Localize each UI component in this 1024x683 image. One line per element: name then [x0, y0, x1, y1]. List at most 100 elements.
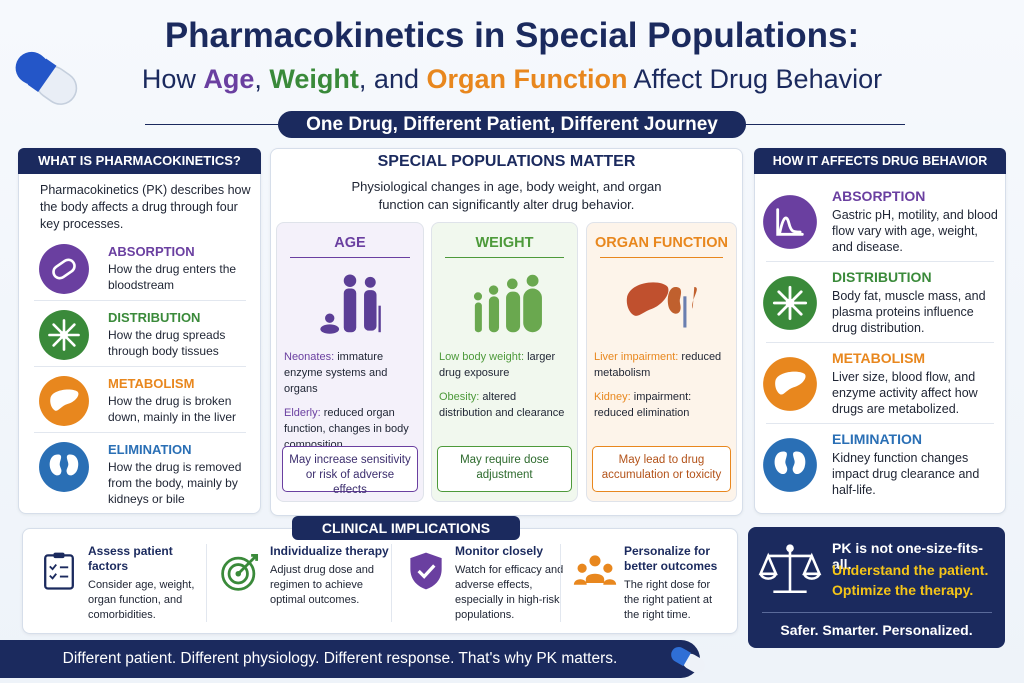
- item: DISTRIBUTION How the drug spreads through…: [108, 310, 250, 359]
- icon-shape: [325, 313, 335, 323]
- icon: [39, 376, 89, 426]
- icon-shape: [48, 319, 80, 351]
- icon-shape: [776, 208, 804, 236]
- icon: [39, 244, 89, 294]
- item-title: Personalize for better outcomes: [624, 544, 718, 573]
- separator: [766, 261, 994, 262]
- bullet: Liver impairment: reduced metabolism: [594, 349, 731, 381]
- icon-shape: [39, 442, 89, 492]
- icon-shape: [343, 288, 357, 333]
- icon-shape: [237, 553, 259, 575]
- item-desc: Gastric pH, motility, and blood flow var…: [832, 208, 998, 254]
- bullet-lead: Liver impairment:: [594, 351, 679, 363]
- bullet: Low body weight: larger drug exposure: [439, 349, 572, 381]
- icon: [44, 552, 74, 590]
- callout-rule: [762, 612, 992, 613]
- subtitle-part: Age: [203, 64, 255, 94]
- bullet-text: larger drug exposure: [439, 351, 556, 379]
- icon-shape: [758, 545, 822, 594]
- icon-shape: [763, 438, 817, 492]
- item-title: DISTRIBUTION: [832, 269, 932, 285]
- item-title: ELIMINATION: [832, 431, 922, 447]
- icon-shape: [417, 564, 436, 579]
- icon: [15, 51, 78, 105]
- item-desc: How the drug spreads through body tissue…: [108, 328, 226, 358]
- item-text: DISTRIBUTION Body fat, muscle mass, and p…: [832, 269, 998, 336]
- item: Personalize for better outcomes The right…: [624, 544, 724, 623]
- item-text: ABSORPTION How the drug enters the bloods…: [108, 244, 250, 293]
- item-text: ELIMINATION How the drug is removed from …: [108, 442, 250, 507]
- item-text: Personalize for better outcomes The right…: [624, 544, 724, 623]
- bullets: Neonates: immature enzyme systems and or…: [284, 349, 418, 461]
- icon-shape: [526, 274, 539, 287]
- icon: [39, 310, 89, 360]
- bullet-text: impairment: reduced elimination: [594, 391, 692, 419]
- column-rule: [445, 257, 564, 258]
- column-rule: [290, 257, 410, 258]
- icon-shape: [227, 563, 249, 585]
- item: METABOLISM How the drug is broken down, m…: [108, 376, 250, 425]
- icon: [763, 195, 817, 249]
- separator: [391, 544, 392, 622]
- icon: [758, 544, 822, 594]
- icon: [573, 555, 617, 585]
- icon-shape: [667, 286, 697, 314]
- item: Individualize therapy Adjust drug dose an…: [270, 544, 394, 608]
- item-desc: The right dose for the right patient at …: [624, 579, 713, 621]
- icon: [763, 438, 817, 492]
- item-desc: Liver size, blood flow, and enzyme activ…: [832, 370, 978, 416]
- item-title: METABOLISM: [108, 376, 195, 391]
- icon-shape: [585, 573, 605, 583]
- subtitle-part: Weight: [269, 64, 359, 94]
- item-text: METABOLISM Liver size, blood flow, and en…: [832, 350, 998, 417]
- icon-shape: [775, 371, 806, 395]
- icon-shape: [786, 544, 794, 553]
- item-desc: Adjust drug dose and regimen to achieve …: [270, 564, 374, 606]
- icon: [39, 442, 89, 492]
- callout-line: Optimize the therapy.: [832, 582, 974, 598]
- icon-shape: [772, 285, 808, 321]
- callout-footer: Safer. Smarter. Personalized.: [780, 622, 973, 638]
- icon-shape: [53, 552, 65, 559]
- subtitle-part: How: [141, 64, 204, 94]
- bullet-lead: Obesity:: [439, 391, 480, 403]
- subtitle: How Age, Weight, and Organ Function Affe…: [0, 64, 1024, 95]
- center-intro: Physiological changes in age, body weigh…: [351, 179, 662, 212]
- item: ELIMINATION Kidney function changes impac…: [832, 431, 998, 498]
- icon-shape: [473, 292, 483, 301]
- icon: [320, 274, 381, 334]
- icon: [221, 553, 259, 591]
- icon-shape: [27, 58, 57, 93]
- item: METABOLISM Liver size, blood flow, and en…: [832, 350, 998, 417]
- icon-shape: [678, 649, 692, 667]
- item-desc: How the drug is broken down, mainly in t…: [108, 394, 237, 424]
- icon: [473, 274, 542, 333]
- icon-shape: [626, 282, 669, 316]
- icon-shape: [589, 555, 601, 567]
- separator: [560, 544, 561, 622]
- item-text: Individualize therapy Adjust drug dose an…: [270, 544, 394, 608]
- item-desc: Kidney function changes impact drug clea…: [832, 451, 980, 497]
- item-text: ELIMINATION Kidney function changes impac…: [832, 431, 998, 498]
- callout-line: Understand the patient.: [832, 562, 989, 578]
- icon-shape: [59, 330, 69, 340]
- bullets: Liver impairment: reduced metabolism Kidn…: [594, 349, 731, 429]
- icon-shape: [682, 653, 705, 673]
- icon-shape: [15, 51, 78, 105]
- clinical-title: CLINICAL IMPLICATIONS: [292, 516, 520, 540]
- item-text: Assess patient factors Consider age, weig…: [88, 544, 212, 623]
- item-desc: How the drug is removed from the body, m…: [108, 460, 242, 506]
- icon: [671, 647, 705, 673]
- item: ABSORPTION How the drug enters the bloods…: [108, 244, 250, 293]
- icon-shape: [671, 647, 705, 673]
- column-title: ORGAN FUNCTION: [595, 235, 728, 251]
- title: Pharmacokinetics in Special Populations:: [164, 16, 860, 55]
- icon-shape: [320, 324, 340, 334]
- icon-shape: [44, 554, 74, 590]
- item-text: DISTRIBUTION How the drug spreads through…: [108, 310, 250, 359]
- icon-shape: [759, 573, 821, 580]
- icon-shape: [52, 258, 76, 280]
- separator: [766, 342, 994, 343]
- item-title: ABSORPTION: [108, 244, 195, 259]
